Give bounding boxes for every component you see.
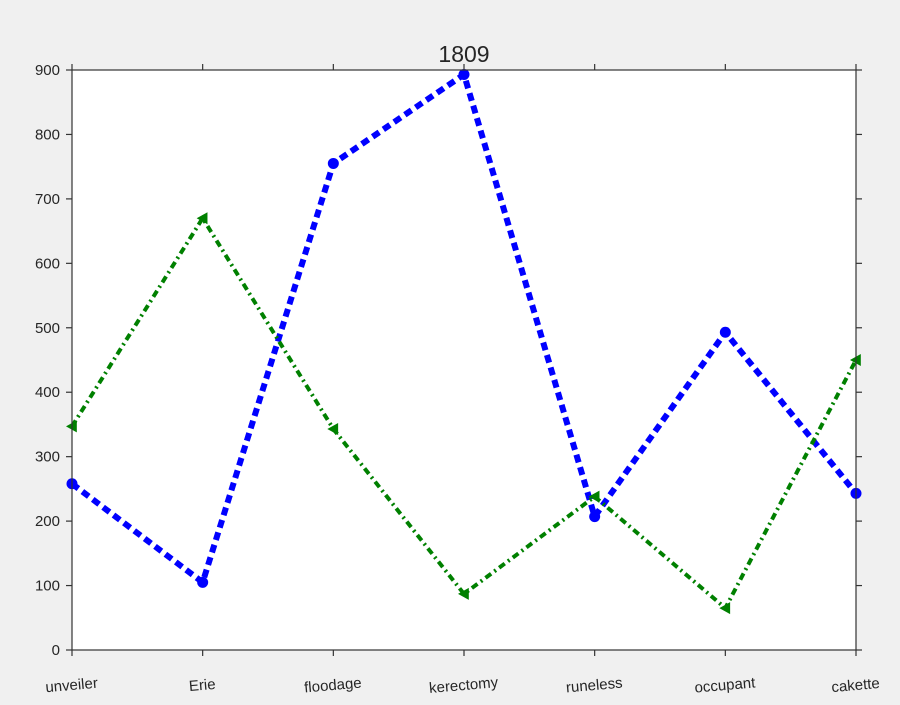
x-tick-label: runeless — [565, 675, 623, 697]
data-point-marker — [719, 326, 731, 338]
data-point-marker — [327, 422, 339, 435]
y-tick-label: 300 — [35, 449, 60, 466]
x-tick-label: floodage — [304, 675, 363, 697]
data-point-marker — [589, 511, 601, 523]
y-tick-label: 700 — [35, 191, 60, 208]
y-tick-label: 500 — [35, 320, 60, 337]
y-tick-label: 0 — [52, 642, 60, 659]
x-tick-label: unveiler — [45, 675, 99, 697]
data-point-marker — [719, 602, 731, 615]
x-tick-label: cakette — [831, 675, 881, 696]
chart-title: 1809 — [438, 41, 489, 67]
data-point-marker — [327, 157, 339, 169]
data-point-marker — [588, 490, 600, 503]
data-point-marker — [458, 587, 469, 600]
plot-area — [72, 70, 856, 650]
y-tick-label: 900 — [35, 62, 60, 79]
y-tick-label: 600 — [35, 255, 60, 272]
data-point-marker — [196, 212, 208, 225]
y-tick-label: 400 — [35, 384, 60, 401]
x-tick-label: Erie — [188, 676, 216, 695]
axis-layer: 0 100 200 300 400 500 600 700 800 900 unveiler Erie… — [35, 62, 880, 697]
y-tick-label: 800 — [35, 126, 60, 143]
x-tick-label: kerectomy — [428, 674, 499, 697]
y-tick-label: 200 — [35, 513, 60, 530]
y-tick-label: 100 — [35, 578, 60, 595]
x-tick-label: occupant — [694, 674, 757, 696]
data-point-marker — [458, 69, 470, 81]
data-point-marker — [197, 576, 209, 588]
